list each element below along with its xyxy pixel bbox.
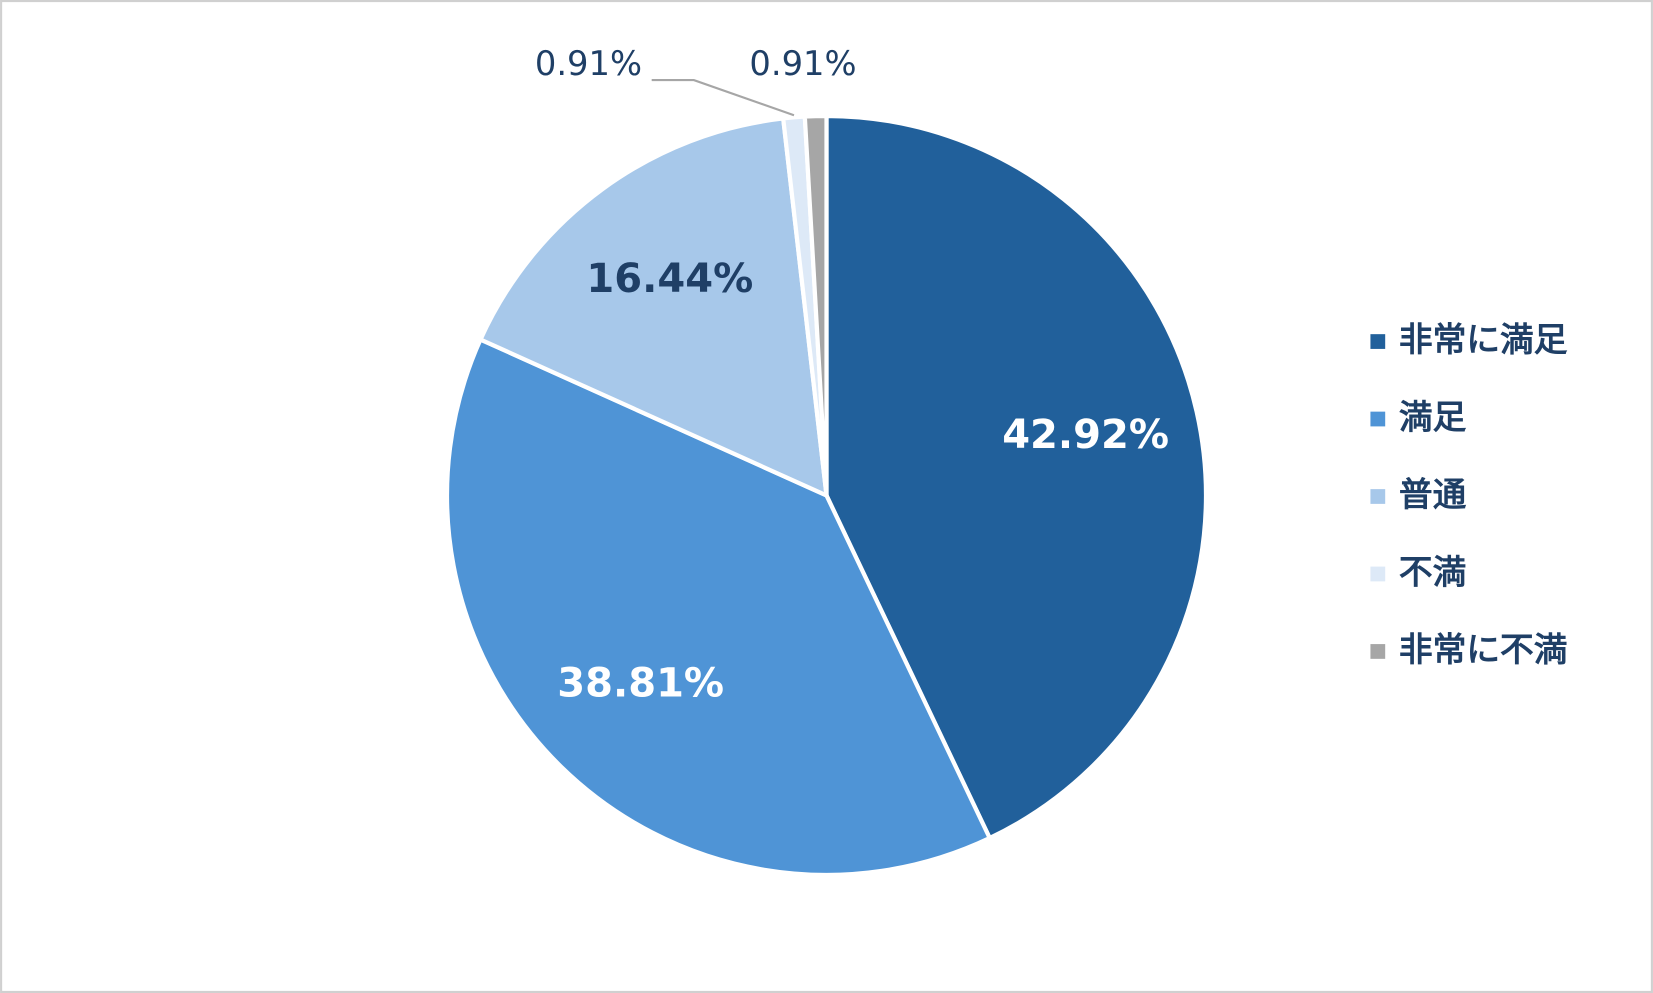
legend-swatch <box>1370 489 1386 504</box>
pie-slice <box>824 113 1209 841</box>
data-label: 0.91% <box>749 44 856 83</box>
legend-swatch <box>1370 566 1386 582</box>
leader-line <box>651 79 795 117</box>
data-label: 38.81% <box>557 660 724 706</box>
data-label: 42.92% <box>1002 412 1169 458</box>
data-label: 0.91% <box>535 44 642 83</box>
legend-swatch <box>1370 334 1386 349</box>
data-label: 16.44% <box>586 256 753 302</box>
legend-label: 非常に不満 <box>1399 630 1568 669</box>
legend-label: 非常に満足 <box>1399 320 1568 359</box>
pie-slice <box>802 113 829 498</box>
legend-swatch <box>1370 411 1386 427</box>
pie-slice <box>444 337 992 877</box>
legend-label: 満足 <box>1399 398 1467 437</box>
legend-swatch <box>1370 644 1386 659</box>
legend-label: 普通 <box>1399 475 1467 514</box>
pie-slice <box>478 116 829 498</box>
legend-label: 不満 <box>1399 552 1466 591</box>
